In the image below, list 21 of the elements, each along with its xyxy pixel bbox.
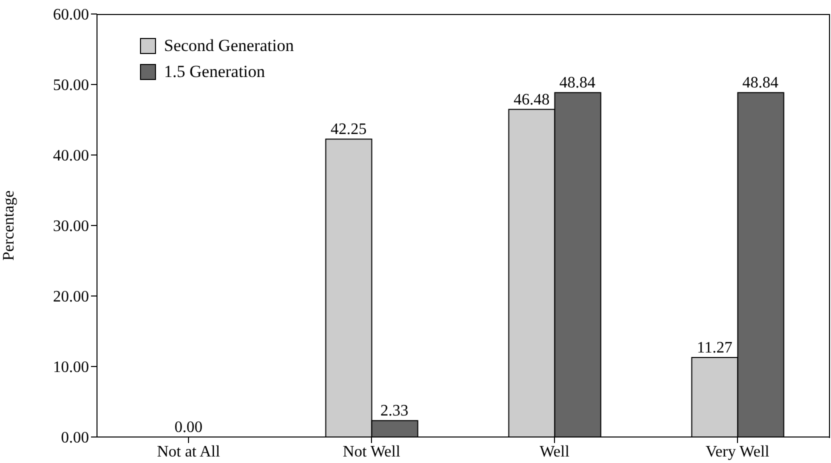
y-tick-label: 30.00 <box>53 218 89 236</box>
data-label: 48.84 <box>559 74 596 92</box>
data-label: 48.84 <box>742 74 778 92</box>
y-tick-label: 50.00 <box>53 77 89 94</box>
y-tick-label: 60.00 <box>53 6 89 24</box>
legend-label: Second Generation <box>164 36 294 56</box>
x-tick-label: Not at All <box>156 443 221 460</box>
x-tick-label: Not Well <box>342 443 401 460</box>
data-label: 0.00 <box>174 419 202 436</box>
y-axis-title: Percentage <box>0 190 18 261</box>
y-tick-label: 40.00 <box>53 148 89 165</box>
y-tick-label: 10.00 <box>53 359 89 376</box>
data-label: 42.25 <box>330 121 367 138</box>
x-tick-label: Very Well <box>706 443 770 460</box>
y-tick-label: 0.00 <box>61 430 89 447</box>
y-tick-label: 20.00 <box>53 288 89 306</box>
data-label: 2.33 <box>380 402 408 420</box>
x-tick-label: Well <box>540 443 570 460</box>
data-label: 11.27 <box>696 340 732 357</box>
legend-label: 1.5 Generation <box>164 62 266 82</box>
data-label: 46.48 <box>514 91 550 108</box>
